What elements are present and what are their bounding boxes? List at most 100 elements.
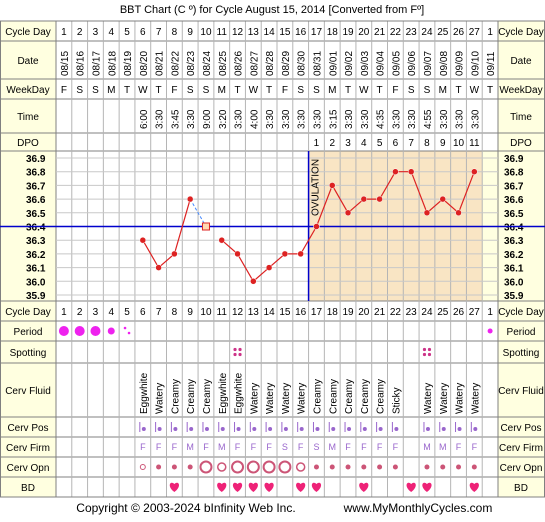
spotting-dot	[427, 352, 432, 357]
row-label-right-weekday: WeekDay	[499, 85, 542, 96]
y-tick-label-right: 36.8	[504, 168, 524, 179]
cerv-opn-closed	[361, 464, 367, 470]
row-label-right-date: Date	[510, 56, 532, 67]
cerv-firm-label: F	[298, 442, 304, 452]
period-spot-dot	[127, 331, 131, 335]
period-heavy-dot	[58, 326, 69, 336]
cycle-day-number: 14	[264, 27, 276, 38]
time-label: 3:30	[360, 109, 371, 129]
cycle-day-number: 12	[232, 27, 244, 38]
date-label: 09/08	[439, 51, 450, 76]
cerv-firm-label: F	[456, 442, 462, 452]
weekday-label: T	[156, 85, 162, 96]
ovulation-label: OVULATION	[311, 159, 322, 216]
y-tick-label-right: 36.7	[504, 181, 524, 192]
cerv-firm-label: F	[393, 442, 399, 452]
cycle-day-number-bottom: 9	[187, 307, 193, 318]
cerv-pos-dot	[236, 427, 241, 431]
cerv-pos-dot	[204, 427, 209, 431]
cerv-firm-label: F	[235, 442, 241, 452]
dpo-label: 5	[377, 138, 383, 149]
time-label: 4:00	[249, 109, 260, 129]
temperature-point	[360, 195, 368, 203]
cerv-fluid-label: Creamy	[170, 379, 181, 414]
weekday-label: T	[377, 85, 383, 96]
cycle-day-number-bottom: 7	[156, 307, 162, 318]
temperature-point	[376, 195, 383, 203]
dpo-label: 10	[453, 138, 465, 149]
cerv-fluid-label: Watery	[297, 383, 308, 414]
y-tick-label-right: 36.1	[504, 264, 524, 275]
period-heavy-dot	[74, 326, 85, 336]
y-tick-label-left: 36.4	[26, 223, 46, 234]
cycle-day-number: 24	[421, 27, 433, 38]
cerv-firm-label: F	[345, 442, 351, 452]
cycle-day-number-bottom: 21	[374, 307, 386, 318]
cycle-day-number: 16	[295, 27, 307, 38]
period-spot-dot	[123, 326, 127, 330]
row-label-right-cerv-fluid: Cerv Fluid	[498, 386, 544, 397]
date-label: 09/09	[455, 51, 466, 76]
footer-site-link[interactable]: www.MyMonthlyCycles.com	[343, 501, 493, 515]
row-label-left-cycle-day: Cycle Day	[5, 27, 51, 38]
time-label: 3:30	[439, 109, 450, 129]
cycle-day-number-bottom: 22	[390, 307, 402, 318]
time-label: 3:30	[155, 109, 166, 129]
cerv-pos-dot	[394, 427, 399, 431]
cerv-pos-dot	[299, 427, 304, 431]
weekday-label: S	[76, 85, 83, 96]
date-label: 08/28	[265, 51, 276, 76]
cycle-day-number-bottom: 17	[311, 307, 323, 318]
cerv-fluid-label: Watery	[265, 383, 276, 414]
row-label-right-cerv-pos: Cerv Pos	[500, 423, 541, 434]
cycle-day-number-bottom: 26	[453, 307, 465, 318]
spotting-dot	[238, 347, 242, 352]
cycle-day-number: 18	[327, 27, 339, 38]
cerv-firm-label: S	[313, 442, 319, 452]
dpo-label: 8	[424, 138, 430, 149]
cerv-pos-dot	[425, 427, 430, 431]
cerv-opn-closed	[392, 464, 398, 470]
y-tick-label-left: 36.9	[26, 154, 46, 165]
cerv-opn-closed	[456, 464, 462, 470]
cycle-day-number-bottom: 13	[248, 307, 260, 318]
bd-heart-icon	[232, 482, 243, 492]
row-label-left-cerv-firm: Cerv Firm	[6, 443, 50, 454]
chart-grid	[0, 20, 545, 498]
cycle-day-number: 10	[200, 27, 212, 38]
cerv-firm-label: M	[186, 442, 194, 452]
time-label: 3:15	[328, 109, 339, 129]
cerv-opn-closed	[345, 464, 351, 470]
cerv-firm-label: F	[361, 442, 367, 452]
temperature-point	[234, 250, 241, 258]
y-tick-label-left: 36.5	[26, 209, 46, 220]
cycle-day-number-bottom: 18	[327, 307, 339, 318]
row-label-right-cycle-day: Cycle Day	[498, 307, 544, 318]
weekday-label: S	[203, 85, 210, 96]
cycle-day-number-bottom: 6	[140, 307, 146, 318]
y-tick-label-left: 35.9	[26, 291, 46, 302]
weekday-label: W	[470, 85, 480, 96]
date-label: 08/22	[170, 51, 181, 76]
cerv-fluid-label: Eggwhite	[218, 372, 229, 414]
date-label: 08/21	[155, 51, 166, 76]
discarded-connector	[189, 198, 207, 227]
weekday-label: T	[487, 85, 493, 96]
cerv-pos-dot	[331, 427, 336, 431]
period-medium-dot	[107, 327, 115, 335]
cerv-fluid-label: Watery	[155, 383, 166, 414]
weekday-label: F	[171, 85, 177, 96]
cycle-day-number: 2	[77, 27, 83, 38]
cerv-pos-dot	[189, 427, 194, 431]
dpo-label: 9	[440, 138, 446, 149]
temperature-point	[155, 264, 162, 271]
cerv-opn-large	[231, 460, 245, 474]
cerv-firm-label: F	[472, 442, 478, 452]
date-label: 09/04	[376, 51, 387, 76]
row-label-right-period: Period	[507, 327, 536, 338]
date-label: 08/31	[312, 51, 323, 76]
row-label-left-weekday: WeekDay	[6, 85, 49, 96]
cerv-opn-medium	[217, 462, 227, 472]
